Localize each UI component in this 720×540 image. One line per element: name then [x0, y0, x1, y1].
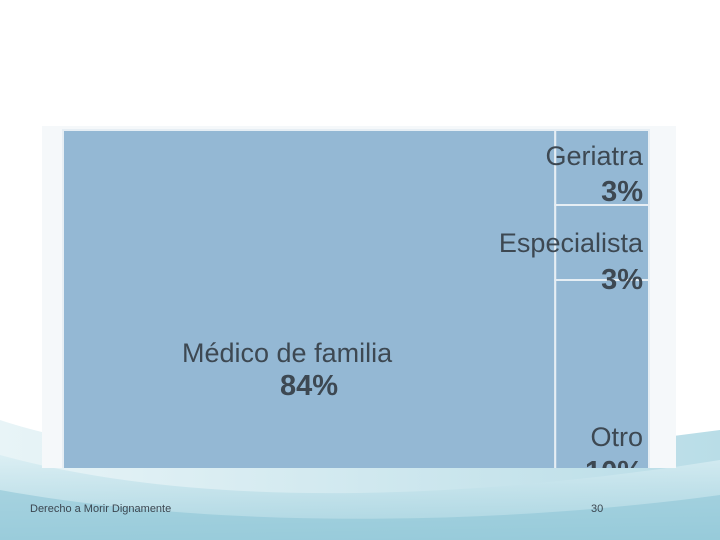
decorative-wave	[0, 490, 720, 540]
tile-otro	[554, 279, 650, 468]
value-geriatra: 3%	[601, 176, 643, 208]
label-otro: Otro	[590, 422, 643, 452]
label-especialista: Especialista	[499, 228, 644, 258]
value-otro: 10%	[585, 456, 643, 468]
label-medico-de-familia: Médico de familia	[182, 338, 393, 368]
tile-especialista	[554, 204, 650, 281]
page-number: 30	[591, 503, 604, 515]
value-especialista: 3%	[601, 264, 643, 296]
label-geriatra: Geriatra	[545, 141, 644, 171]
treemap-chart: Médico de familia 84% Geriatra 3% Especialis…	[42, 126, 676, 468]
tile-medico-de-familia	[62, 129, 557, 468]
footer-left-text: Derecho a Morir Dignamente	[30, 503, 172, 515]
value-medico-de-familia: 84%	[280, 370, 338, 402]
